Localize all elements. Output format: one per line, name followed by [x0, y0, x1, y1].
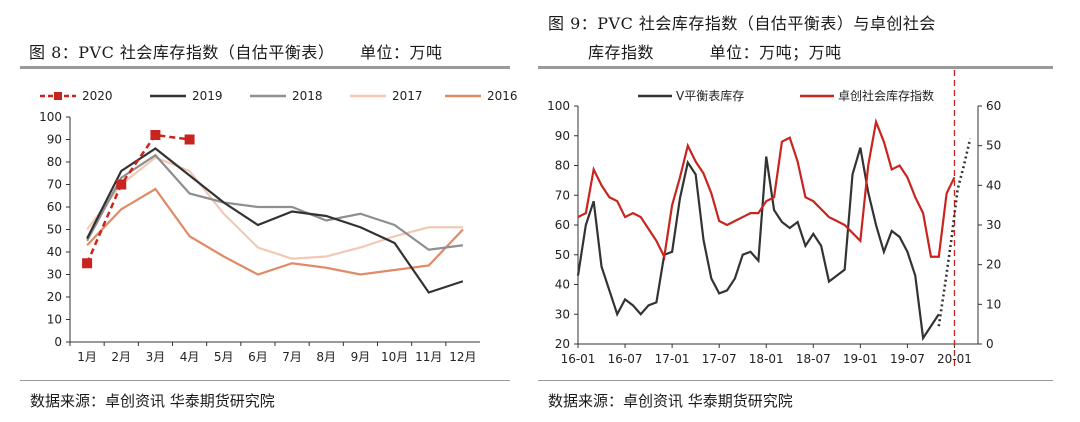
right-yr-tick-label: 10 [986, 297, 1001, 311]
line-2020 [85, 133, 190, 264]
left-axes: 0 10 20 30 40 50 60 70 80 90 100 1月 2月 3月 4月 5月 6月 7月 8月 9月… [39, 110, 480, 364]
right-yr-tick-label: 20 [986, 258, 1001, 272]
left-x-tick-label: 10月 [381, 350, 408, 364]
line-v-balance-inventory [576, 147, 940, 342]
left-x-tick-label: 4月 [180, 350, 200, 364]
legend-marker-2020 [54, 92, 62, 100]
left-lines [82, 130, 464, 294]
right-yl-tick-label: 100 [547, 99, 570, 113]
left-y-tick-label: 70 [47, 178, 62, 192]
left-x-tick-label: 11月 [415, 350, 442, 364]
right-x-tick-label: 16-07 [608, 352, 643, 366]
right-yl-tick-label: 60 [555, 218, 570, 232]
left-x-tick-label: 12月 [449, 350, 476, 364]
legend-label-2016: 2016 [487, 89, 518, 103]
right-axes: 20 30 40 50 60 70 80 90 100 0 10 20 30 40 50 60 16-01 16-… [547, 70, 1001, 370]
left-y-tick-label: 10 [47, 313, 62, 327]
line-zhuochuang-index [577, 117, 956, 261]
left-title-rule [20, 66, 510, 69]
left-source: 数据来源：卓创资讯 华泰期货研究院 [30, 392, 275, 410]
left-x-tick-label: 2月 [111, 350, 131, 364]
right-chart-title-line2: 库存指数 单位：万吨；万吨 [588, 39, 842, 63]
line-2016 [86, 187, 464, 276]
right-yl-tick-label: 30 [555, 307, 570, 321]
line-forecast [937, 138, 972, 327]
left-y-tick-label: 80 [47, 155, 62, 169]
legend-label-2019: 2019 [192, 89, 223, 103]
legend-label-2018: 2018 [292, 89, 323, 103]
right-source-rule [538, 380, 1053, 381]
right-lines [576, 117, 972, 342]
right-x-tick-label: 17-01 [655, 352, 690, 366]
left-y-tick-label: 50 [47, 223, 62, 237]
left-x-tick-label: 3月 [146, 350, 166, 364]
line-2017 [86, 156, 463, 260]
left-x-tick-label: 8月 [316, 350, 336, 364]
point-2020-4 [184, 134, 195, 145]
right-yr-tick-label: 30 [986, 218, 1001, 232]
left-y-tick-label: 60 [47, 200, 62, 214]
right-yl-tick-label: 40 [555, 278, 570, 292]
right-yl-tick-label: 80 [555, 159, 570, 173]
right-yl-tick-label: 70 [555, 188, 570, 202]
legend-label-2020: 2020 [82, 89, 113, 103]
left-x-tick-label: 7月 [282, 350, 302, 364]
legend-label-2017: 2017 [392, 89, 423, 103]
point-2020-3 [150, 130, 161, 140]
left-x-tick-label: 1月 [77, 350, 97, 364]
right-x-tick-label: 16-01 [561, 352, 596, 366]
right-yl-tick-label: 90 [555, 129, 570, 143]
line-2019 [86, 147, 464, 294]
right-yr-tick-label: 50 [986, 139, 1001, 153]
right-legend: V平衡表库存 卓创社会库存指数 [638, 88, 934, 103]
right-yr-tick-label: 40 [986, 178, 1001, 192]
right-chart-title-line1: 图 9：PVC 社会库存指数（自估平衡表）与卓创社会 [548, 14, 936, 33]
left-y-tick-label: 30 [47, 268, 62, 282]
right-title-rule [538, 66, 1053, 69]
right-x-tick-label: 18-07 [796, 352, 831, 366]
right-unit-text: 单位：万吨；万吨 [709, 43, 842, 62]
left-chart-title: 图 8：PVC 社会库存指数（自估平衡表） 单位：万吨 [29, 39, 443, 63]
right-x-tick-label: 19-01 [843, 352, 878, 366]
left-x-tick-label: 6月 [248, 350, 268, 364]
right-yr-tick-label: 60 [986, 99, 1001, 113]
left-y-tick-label: 40 [47, 245, 62, 259]
left-y-tick-label: 90 [47, 133, 62, 147]
legend-label-0: V平衡表库存 [676, 88, 744, 103]
right-title-line2-text: 库存指数 [588, 43, 655, 62]
left-title-text: 图 8：PVC 社会库存指数（自估平衡表） [29, 43, 335, 62]
left-x-tick-label: 9月 [351, 350, 371, 364]
right-x-tick-label: 17-07 [702, 352, 737, 366]
point-2020-1 [82, 258, 93, 269]
point-2020-2 [116, 179, 127, 190]
left-chart: 2020 2019 2018 2017 2016 0 10 20 30 40 50 60 70 80 90… [39, 89, 518, 364]
right-yl-tick-label: 50 [555, 248, 570, 262]
right-yl-tick-label: 20 [555, 337, 570, 351]
left-x-tick-label: 5月 [214, 350, 234, 364]
line-2018 [86, 153, 464, 251]
right-source: 数据来源：卓创资讯 华泰期货研究院 [548, 392, 793, 410]
right-x-tick-label: 20-01 [937, 352, 972, 366]
left-legend: 2020 2019 2018 2017 2016 [40, 89, 518, 103]
right-x-tick-label: 19-07 [890, 352, 925, 366]
left-source-rule [20, 380, 510, 381]
right-chart: V平衡表库存 卓创社会库存指数 20 30 40 50 60 70 80 90 100 0 10 20 3… [547, 70, 1001, 370]
left-y-tick-label: 20 [47, 290, 62, 304]
legend-label-1: 卓创社会库存指数 [838, 88, 934, 103]
left-unit-text: 单位：万吨 [360, 43, 443, 62]
right-x-tick-label: 18-01 [749, 352, 784, 366]
right-yr-tick-label: 0 [986, 337, 994, 351]
left-y-tick-label: 100 [39, 110, 62, 124]
left-y-tick-label: 0 [54, 335, 62, 349]
